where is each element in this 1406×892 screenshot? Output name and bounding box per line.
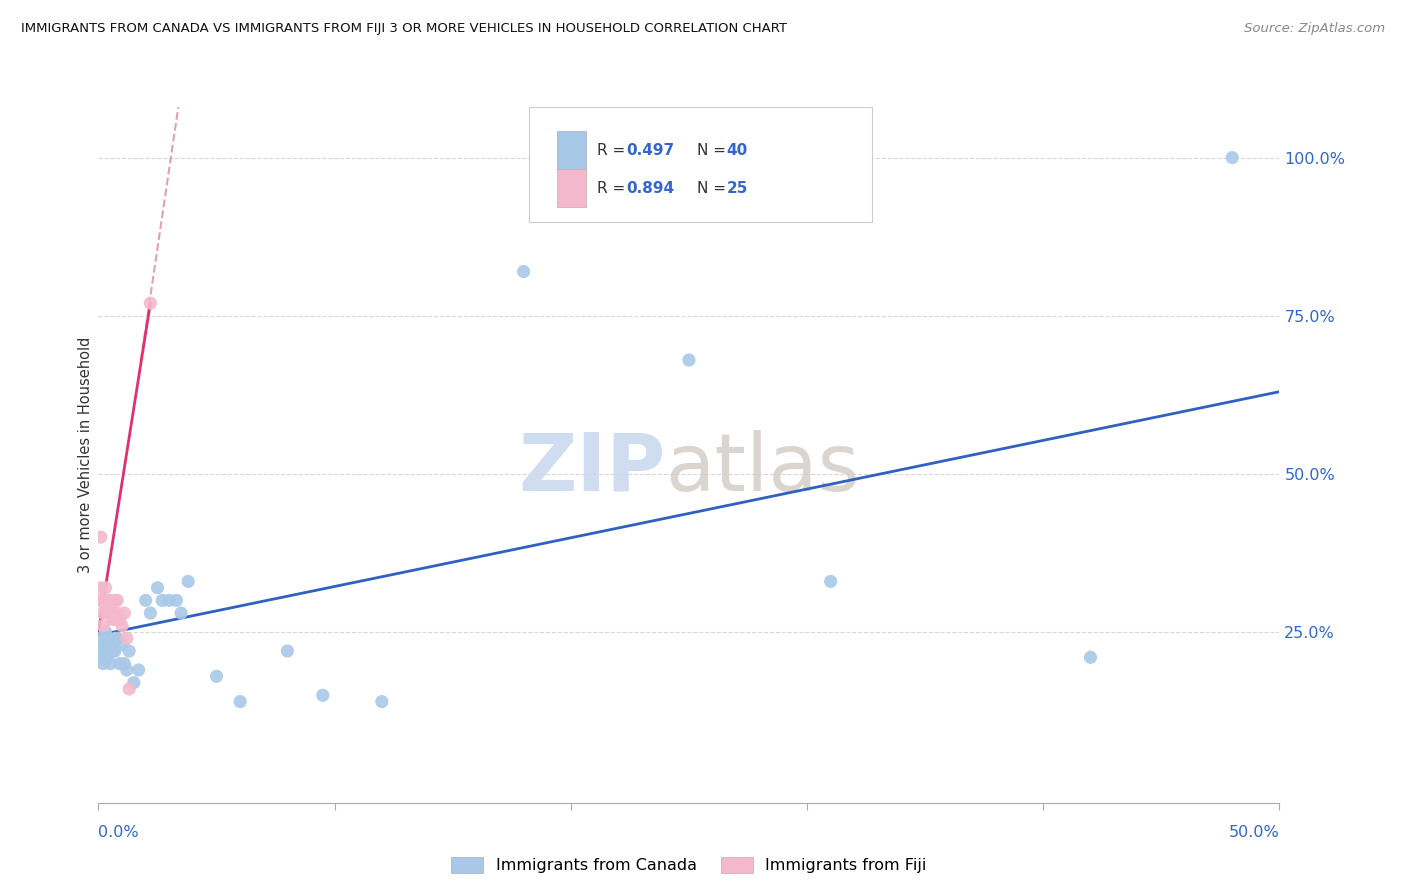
Point [90,530,112,544]
FancyBboxPatch shape [530,107,872,222]
Point [104,612,127,626]
Point [90,581,112,595]
Point [1220,151,1243,165]
Point [104,644,127,658]
Point [111,618,134,632]
Point [101,644,124,658]
Point [150,593,173,607]
Point [90,593,112,607]
Point [118,644,141,658]
Text: 0.894: 0.894 [626,181,675,196]
Point [90,650,112,665]
Point [94,593,117,607]
Point [108,657,131,671]
Point [128,663,150,677]
Point [104,632,127,646]
Text: IMMIGRANTS FROM CANADA VS IMMIGRANTS FROM FIJI 3 OR MORE VEHICLES IN HOUSEHOLD C: IMMIGRANTS FROM CANADA VS IMMIGRANTS FRO… [21,22,787,36]
Point [170,606,193,620]
Point [97,650,120,665]
Text: R =: R = [596,181,630,196]
Text: 50.0%: 50.0% [1229,825,1279,840]
Text: 40: 40 [727,144,748,159]
Point [122,675,145,690]
Point [139,296,162,310]
Point [157,593,180,607]
Point [1080,650,1102,665]
Point [177,574,200,589]
Point [678,353,700,368]
FancyBboxPatch shape [557,131,586,169]
Point [312,688,335,702]
Point [97,593,120,607]
Point [98,638,121,652]
Point [105,593,128,607]
Point [111,638,134,652]
Point [118,681,141,696]
Point [90,632,112,646]
Point [165,593,187,607]
Y-axis label: 3 or more Vehicles in Household: 3 or more Vehicles in Household [77,337,93,573]
Point [94,599,117,614]
Point [91,618,114,632]
FancyBboxPatch shape [557,169,586,207]
Point [91,606,114,620]
Point [91,644,114,658]
Point [105,606,128,620]
Text: 25: 25 [727,181,748,196]
Text: N =: N = [697,144,731,159]
Point [101,612,124,626]
Point [91,657,114,671]
Point [371,695,394,709]
Point [98,593,121,607]
Point [146,581,169,595]
Point [104,593,127,607]
Point [94,625,117,640]
Point [276,644,298,658]
Point [820,574,842,589]
Text: ZIP: ZIP [517,430,665,508]
Point [94,644,117,658]
Point [105,632,128,646]
Point [94,581,117,595]
Legend: Immigrants from Canada, Immigrants from Fiji: Immigrants from Canada, Immigrants from … [444,850,934,880]
Text: atlas: atlas [665,430,859,508]
Point [112,657,135,671]
Point [205,669,228,683]
Point [139,606,162,620]
Text: Source: ZipAtlas.com: Source: ZipAtlas.com [1244,22,1385,36]
Point [135,593,157,607]
Point [108,612,131,626]
Point [97,632,120,646]
Point [98,657,121,671]
Text: N =: N = [697,181,731,196]
Point [112,606,135,620]
Text: R =: R = [596,144,630,159]
Point [98,606,121,620]
Point [101,606,124,620]
Point [115,663,138,677]
Point [512,264,534,278]
Point [91,638,114,652]
Point [229,695,252,709]
Point [91,593,114,607]
Point [97,606,120,620]
Text: 0.497: 0.497 [626,144,675,159]
Point [115,632,138,646]
Text: 0.0%: 0.0% [98,825,139,840]
